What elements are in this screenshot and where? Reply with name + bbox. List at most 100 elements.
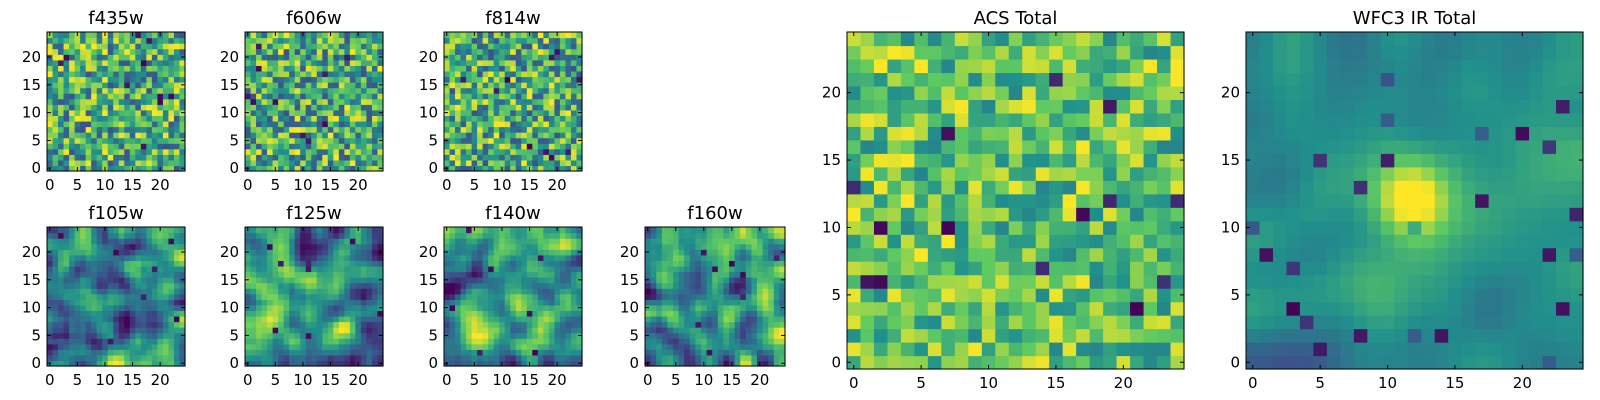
heatmap-cell	[113, 54, 120, 61]
heatmap-cell	[113, 115, 120, 122]
heatmap-cell	[695, 327, 702, 334]
heatmap-cell	[179, 143, 186, 150]
heatmap-cell	[74, 120, 81, 128]
heatmap-cell	[548, 349, 555, 356]
heatmap-cell	[847, 261, 862, 276]
heatmap-cell	[272, 120, 279, 128]
heatmap-cell	[712, 282, 719, 289]
heatmap-cell	[102, 254, 109, 261]
heatmap-cell	[661, 338, 668, 345]
heatmap-cell	[80, 293, 87, 300]
heatmap-cell	[107, 137, 114, 144]
heatmap-cell	[305, 360, 312, 367]
heatmap-cell	[1008, 274, 1023, 289]
heatmap-cell	[80, 299, 87, 306]
heatmap-cell	[140, 48, 147, 55]
heatmap-cell	[723, 327, 730, 334]
heatmap-cell	[548, 260, 555, 267]
heatmap-cell	[751, 260, 758, 267]
heatmap-cell	[289, 143, 296, 150]
heatmap-cell	[294, 120, 301, 128]
heatmap-cell	[333, 277, 340, 284]
heatmap-cell	[645, 343, 652, 350]
heatmap-cell	[69, 37, 76, 44]
heatmap-cell	[543, 338, 550, 345]
heatmap-cell	[278, 338, 285, 345]
heatmap-cell	[532, 310, 539, 317]
heatmap-cell	[515, 76, 522, 83]
heatmap-cell	[488, 120, 495, 128]
heatmap-cell	[504, 349, 511, 356]
heatmap-cell	[773, 310, 780, 317]
heatmap-cell	[179, 243, 186, 250]
heatmap-cell	[645, 338, 652, 345]
heatmap-cell	[151, 349, 158, 356]
heatmap-cell	[69, 315, 76, 323]
heatmap-cell	[543, 87, 550, 94]
heatmap-cell	[261, 277, 268, 284]
heatmap-cell	[941, 247, 956, 262]
heatmap-cell	[157, 59, 164, 66]
heatmap-cell	[460, 282, 467, 289]
heatmap-cell	[650, 354, 657, 362]
heatmap-cell	[74, 98, 81, 105]
heatmap-cell	[745, 238, 752, 245]
heatmap-cell	[678, 227, 685, 234]
heatmap-cell	[283, 338, 290, 345]
heatmap-cell	[63, 115, 70, 122]
heatmap-cell	[261, 282, 268, 289]
heatmap-cell	[706, 327, 713, 334]
heatmap-cell	[570, 354, 578, 362]
heatmap-cell	[482, 70, 489, 78]
heatmap-cell	[146, 304, 153, 311]
heatmap-cell	[96, 65, 103, 72]
heatmap-cell	[455, 148, 462, 155]
heatmap-cell	[532, 343, 539, 350]
heatmap-cell	[695, 343, 702, 350]
heatmap-cell	[570, 159, 578, 167]
heatmap-cell	[349, 293, 356, 300]
heatmap-cell	[466, 132, 473, 139]
heatmap-cell	[576, 310, 583, 317]
heatmap-cell	[570, 349, 578, 356]
heatmap-cell	[129, 315, 136, 323]
heatmap-cell	[1116, 234, 1131, 249]
heatmap-cell	[173, 159, 181, 167]
heatmap-cell	[91, 321, 98, 328]
heatmap-cell	[460, 115, 467, 122]
heatmap-cell	[135, 120, 142, 128]
heatmap-cell	[157, 288, 164, 295]
heatmap-cell	[283, 137, 290, 144]
heatmap-cell	[338, 282, 345, 289]
heatmap-cell	[570, 343, 578, 350]
heatmap-cell	[250, 277, 257, 284]
heatmap-cell	[80, 120, 87, 128]
heatmap-cell	[526, 93, 533, 100]
heatmap-cell	[1076, 193, 1091, 208]
heatmap-cell	[278, 76, 285, 83]
heatmap-cell	[667, 315, 674, 323]
heatmap-cell	[267, 265, 274, 273]
heatmap-cell	[548, 299, 555, 306]
heatmap-cell	[107, 148, 114, 155]
heatmap-cell	[102, 265, 109, 273]
heatmap-cell	[245, 310, 252, 317]
heatmap-cell	[477, 315, 484, 323]
heatmap-cell	[927, 328, 942, 343]
heatmap-cell	[129, 148, 136, 155]
heatmap-cell	[69, 249, 76, 256]
heatmap-cell	[701, 288, 708, 295]
heatmap-cell	[477, 48, 484, 55]
heatmap-cell	[678, 304, 685, 311]
heatmap-cell	[466, 115, 473, 122]
heatmap-cell	[333, 238, 340, 245]
heatmap-cell	[256, 32, 263, 39]
heatmap-cell	[250, 332, 257, 339]
heatmap-cell	[74, 299, 81, 306]
heatmap-cell	[102, 282, 109, 289]
heatmap-cell	[689, 327, 696, 334]
heatmap-cell	[322, 321, 329, 328]
heatmap-cell	[565, 354, 572, 362]
heatmap-cell	[96, 37, 103, 44]
